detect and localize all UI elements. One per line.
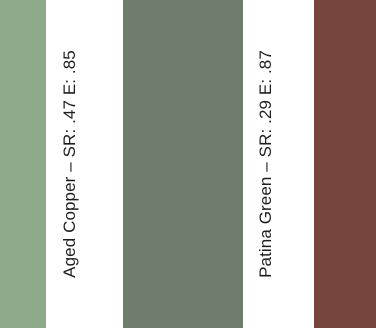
color-swatch-gray-green: [123, 0, 243, 328]
aged-copper-label: Aged Copper – SR: .47 E: .85: [60, 50, 79, 278]
label-column-patina-green: Patina Green – SR: .29 E: .87: [243, 0, 289, 328]
color-swatch-sage: [0, 0, 46, 328]
patina-green-label: Patina Green – SR: .29 E: .87: [256, 50, 275, 278]
label-column-aged-copper: Aged Copper – SR: .47 E: .85: [46, 0, 94, 328]
color-swatch-dark-red: [314, 0, 376, 328]
